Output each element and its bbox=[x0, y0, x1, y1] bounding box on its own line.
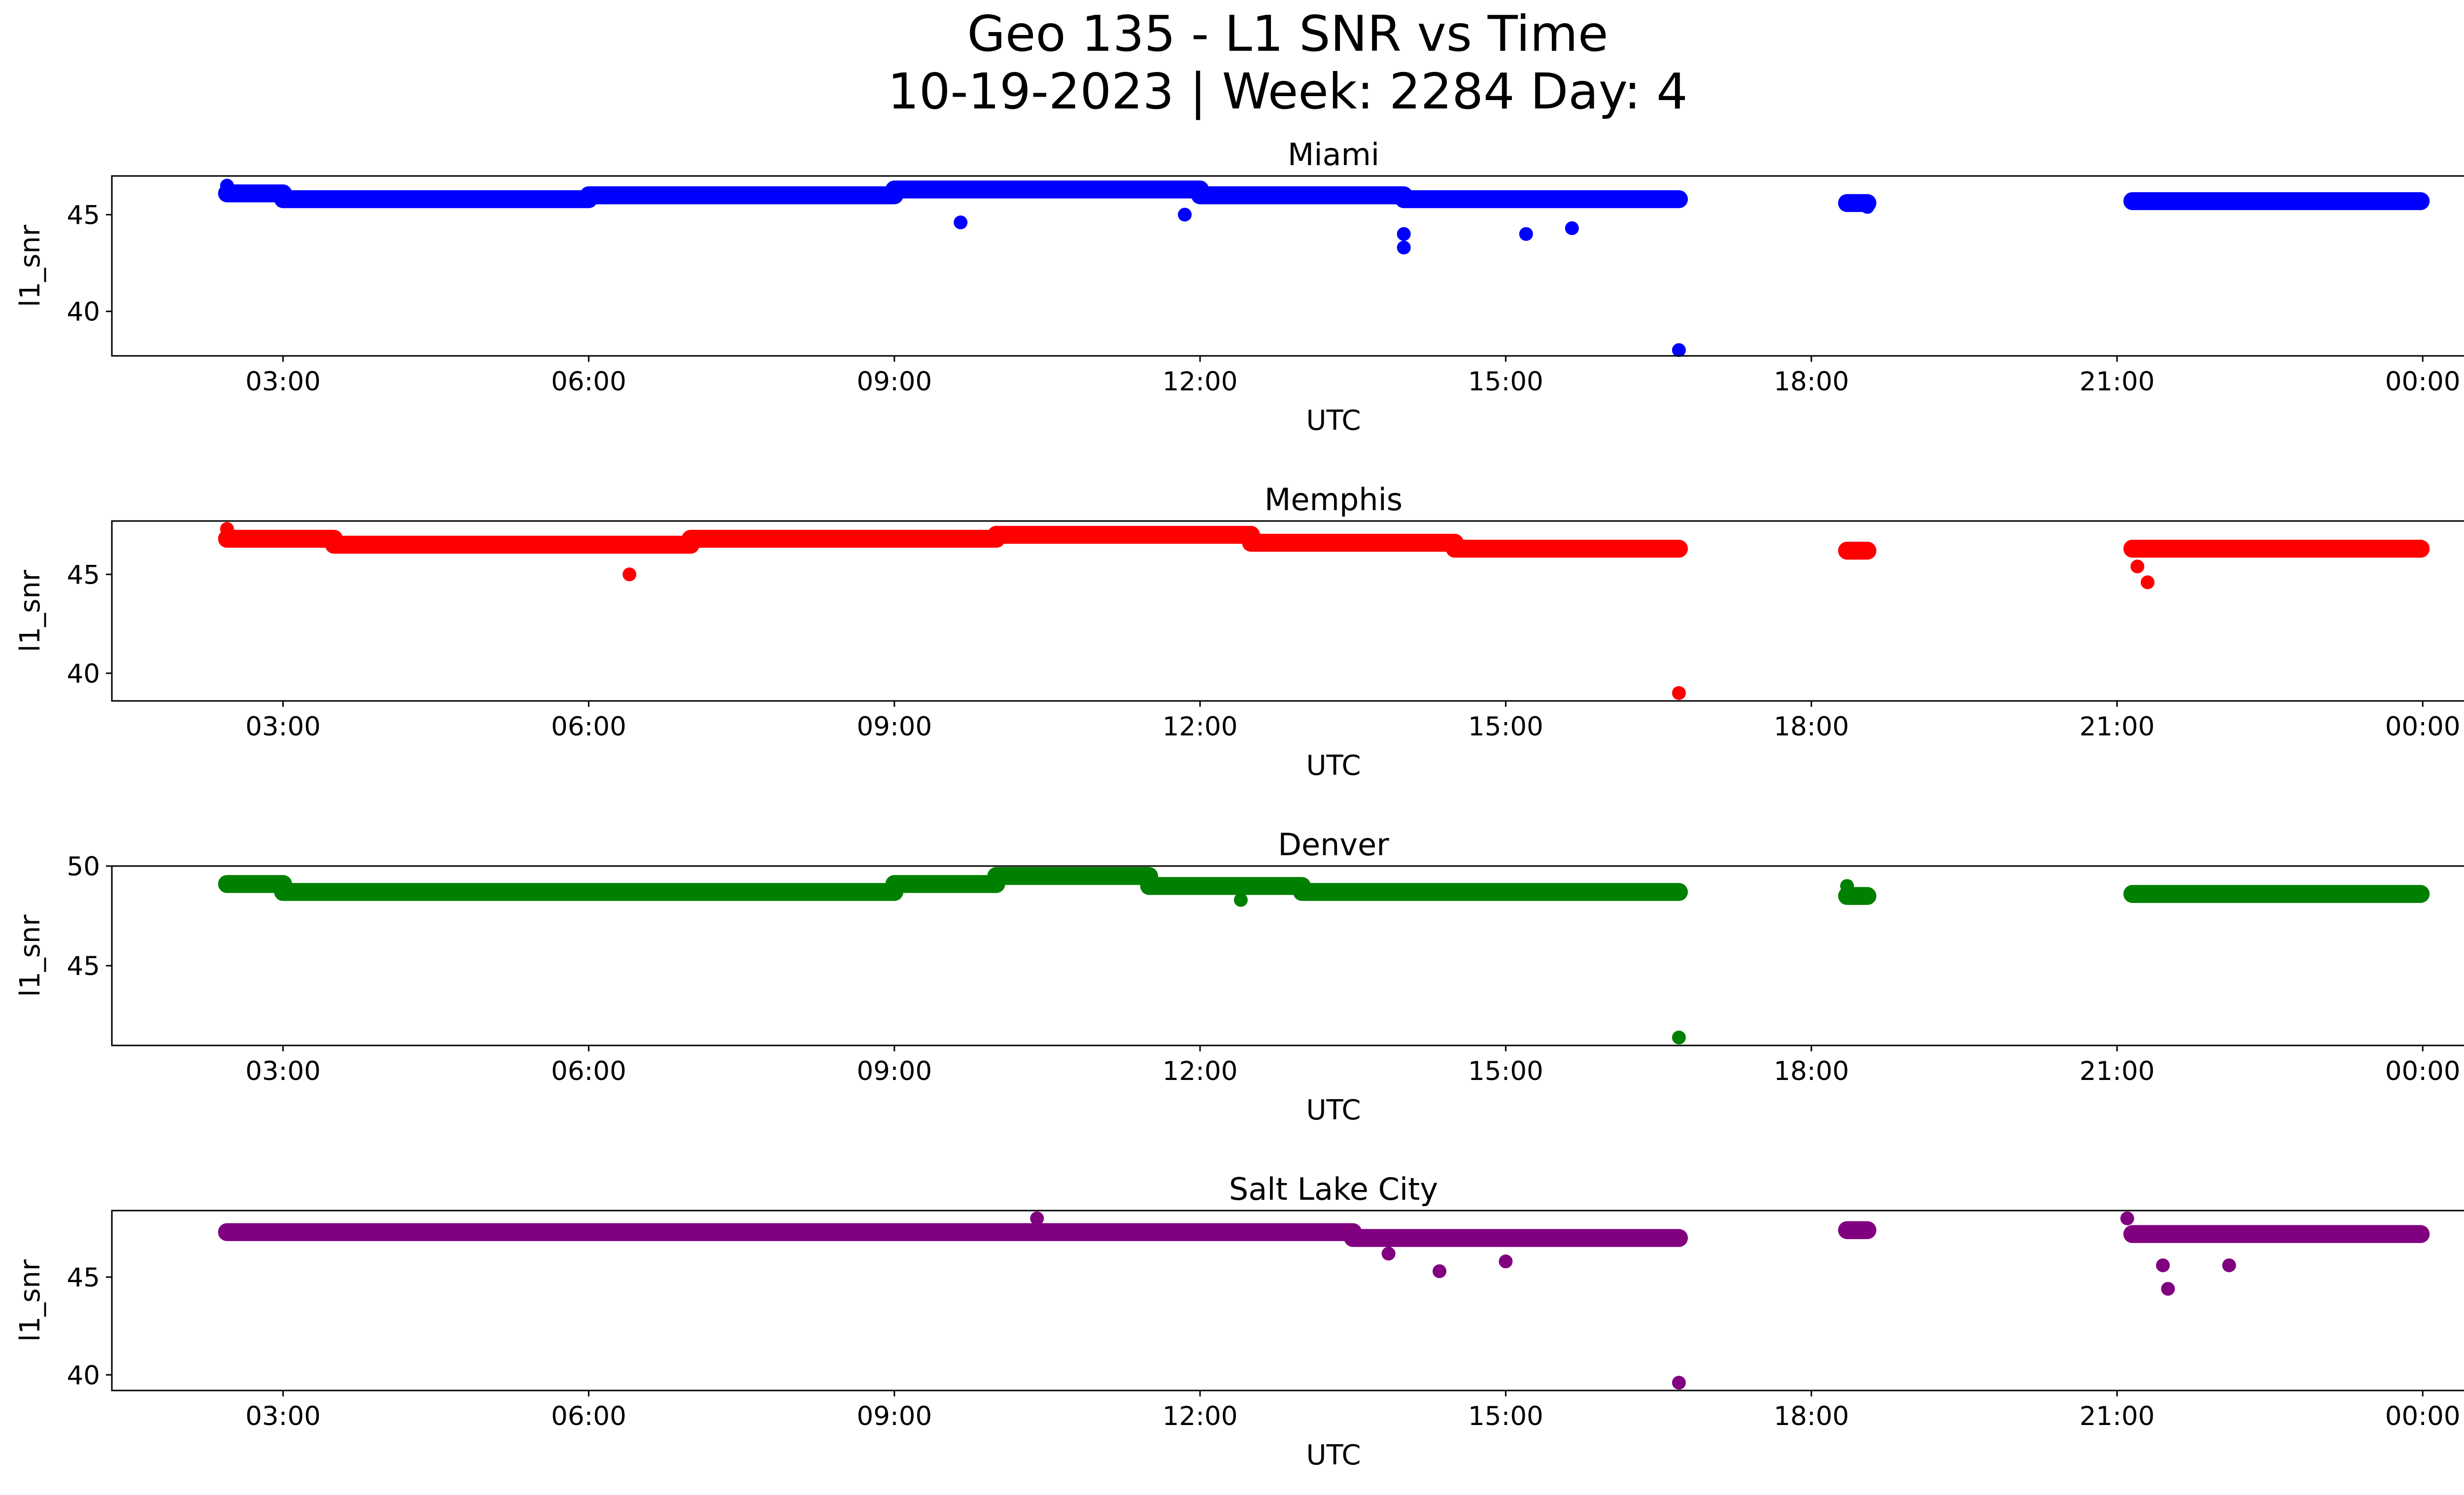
miami-point-5 bbox=[1519, 227, 1533, 241]
denver-point-2 bbox=[1840, 879, 1854, 893]
denver-xtick-label-1: 06:00 bbox=[551, 1056, 626, 1086]
miami-xtick-label-0: 03:00 bbox=[245, 367, 321, 397]
memphis-xtick-label-6: 21:00 bbox=[2080, 712, 2155, 742]
miami-xtick-label-1: 06:00 bbox=[551, 367, 626, 397]
denver-xtick-label-5: 18:00 bbox=[1774, 1056, 1849, 1086]
miami-xlabel: UTC bbox=[1306, 405, 1361, 437]
miami-series bbox=[218, 178, 2430, 357]
miami-point-2 bbox=[1178, 208, 1192, 222]
denver-xtick-label-0: 03:00 bbox=[245, 1056, 321, 1086]
salt-lake-city-point-0 bbox=[1030, 1211, 1044, 1225]
miami-xtick-label-7: 00:00 bbox=[2385, 367, 2461, 397]
miami-point-3 bbox=[1397, 241, 1411, 255]
memphis-point-1 bbox=[622, 567, 637, 582]
memphis-ytick-label-1: 45 bbox=[67, 560, 100, 590]
memphis-xtick-label-1: 06:00 bbox=[551, 712, 626, 742]
salt-lake-city-point-5 bbox=[2161, 1282, 2175, 1296]
miami-point-9 bbox=[1860, 200, 1875, 214]
salt-lake-city-point-7 bbox=[2222, 1258, 2236, 1273]
denver-title: Denver bbox=[1278, 827, 1389, 863]
denver-series bbox=[218, 867, 2430, 1044]
denver-xlabel: UTC bbox=[1306, 1094, 1361, 1126]
memphis-ytick-label-0: 40 bbox=[67, 659, 100, 689]
salt-lake-city-point-6 bbox=[2156, 1258, 2170, 1273]
salt-lake-city-point-8 bbox=[2120, 1211, 2134, 1225]
denver-xtick-label-4: 15:00 bbox=[1468, 1056, 1543, 1086]
denver-xtick-label-7: 00:00 bbox=[2385, 1056, 2461, 1086]
salt-lake-city-xtick-label-3: 12:00 bbox=[1163, 1401, 1238, 1431]
salt-lake-city-point-1 bbox=[1381, 1247, 1396, 1261]
memphis-point-0 bbox=[220, 522, 234, 536]
denver-xtick-label-2: 09:00 bbox=[857, 1056, 932, 1086]
denver-ytick-label-0: 45 bbox=[67, 951, 100, 981]
memphis-ylabel: l1_snr bbox=[14, 569, 46, 652]
denver-xtick-label-6: 21:00 bbox=[2080, 1056, 2155, 1086]
salt-lake-city-xtick-label-5: 18:00 bbox=[1774, 1401, 1849, 1431]
denver-axes-frame bbox=[111, 865, 2464, 1046]
salt-lake-city-xlabel: UTC bbox=[1306, 1439, 1361, 1471]
salt-lake-city-ylabel: l1_snr bbox=[14, 1259, 46, 1342]
salt-lake-city-point-4 bbox=[1672, 1376, 1686, 1390]
salt-lake-city-title: Salt Lake City bbox=[1229, 1171, 1438, 1207]
denver-point-1 bbox=[1672, 1030, 1686, 1044]
salt-lake-city-xtick-label-7: 00:00 bbox=[2385, 1401, 2461, 1431]
salt-lake-city-xtick-label-2: 09:00 bbox=[857, 1401, 932, 1431]
memphis-series bbox=[218, 522, 2430, 700]
memphis-xlabel: UTC bbox=[1306, 750, 1361, 782]
memphis-xtick-label-4: 15:00 bbox=[1468, 712, 1543, 742]
denver-point-0 bbox=[1233, 893, 1248, 907]
miami-xtick-label-6: 21:00 bbox=[2080, 367, 2155, 397]
salt-lake-city-xtick-label-0: 03:00 bbox=[245, 1401, 321, 1431]
subplot-miami: Miami 03:00 06:00 09:00 12:00 15:00 18:00 21:00… bbox=[14, 137, 2464, 437]
subplot-denver: Denver 03:00 06:00 09:00 12:00 15:00 18:00 21:0… bbox=[14, 827, 2464, 1126]
denver-ytick-label-1: 50 bbox=[67, 852, 100, 882]
memphis-point-2 bbox=[1672, 686, 1686, 700]
subplot-memphis: Memphis 03:00 06:00 09:00 12:00 15:00 18:00 21:… bbox=[14, 482, 2464, 782]
miami-point-4 bbox=[1397, 227, 1411, 241]
miami-point-7 bbox=[1672, 343, 1686, 357]
miami-point-6 bbox=[1565, 221, 1579, 235]
miami-point-0 bbox=[220, 178, 234, 193]
salt-lake-city-point-3 bbox=[1499, 1254, 1513, 1269]
miami-point-1 bbox=[954, 215, 968, 230]
miami-ytick-label-0: 40 bbox=[67, 297, 100, 327]
figure-title-line2: 10-19-2023 | Week: 2284 Day: 4 bbox=[888, 63, 1687, 120]
salt-lake-city-point-2 bbox=[1433, 1264, 1447, 1278]
miami-xtick-label-2: 09:00 bbox=[857, 367, 932, 397]
denver-xtick-label-3: 12:00 bbox=[1163, 1056, 1238, 1086]
memphis-xtick-label-0: 03:00 bbox=[245, 712, 321, 742]
figure-title-line1: Geo 135 - L1 SNR vs Time bbox=[967, 5, 1608, 63]
miami-ylabel: l1_snr bbox=[14, 224, 46, 307]
salt-lake-city-xtick-label-1: 06:00 bbox=[551, 1401, 626, 1431]
memphis-xtick-label-3: 12:00 bbox=[1163, 712, 1238, 742]
memphis-title: Memphis bbox=[1265, 482, 1403, 518]
memphis-axes-frame bbox=[111, 520, 2464, 702]
miami-title: Miami bbox=[1288, 137, 1379, 173]
salt-lake-city-xtick-label-6: 21:00 bbox=[2080, 1401, 2155, 1431]
memphis-point-3 bbox=[2140, 575, 2155, 590]
subplot-salt-lake-city: Salt Lake City 03:00 06:00 09:00 12:00 15:00 1… bbox=[14, 1171, 2464, 1471]
miami-xtick-label-3: 12:00 bbox=[1163, 367, 1238, 397]
memphis-xtick-label-7: 00:00 bbox=[2385, 712, 2461, 742]
salt-lake-city-xtick-label-4: 15:00 bbox=[1468, 1401, 1543, 1431]
memphis-xtick-label-2: 09:00 bbox=[857, 712, 932, 742]
memphis-point-4 bbox=[2130, 559, 2145, 574]
miami-xtick-label-4: 15:00 bbox=[1468, 367, 1543, 397]
memphis-xtick-label-5: 18:00 bbox=[1774, 712, 1849, 742]
denver-ylabel: l1_snr bbox=[14, 914, 46, 997]
salt-lake-city-series bbox=[218, 1211, 2430, 1390]
miami-xtick-label-5: 18:00 bbox=[1774, 367, 1849, 397]
salt-lake-city-axes-frame bbox=[111, 1210, 2464, 1391]
miami-ytick-label-1: 45 bbox=[67, 200, 100, 230]
salt-lake-city-ytick-label-1: 45 bbox=[67, 1263, 100, 1293]
miami-axes-frame bbox=[111, 175, 2464, 357]
salt-lake-city-ytick-label-0: 40 bbox=[67, 1360, 100, 1391]
miami-point-8 bbox=[1840, 196, 1854, 210]
